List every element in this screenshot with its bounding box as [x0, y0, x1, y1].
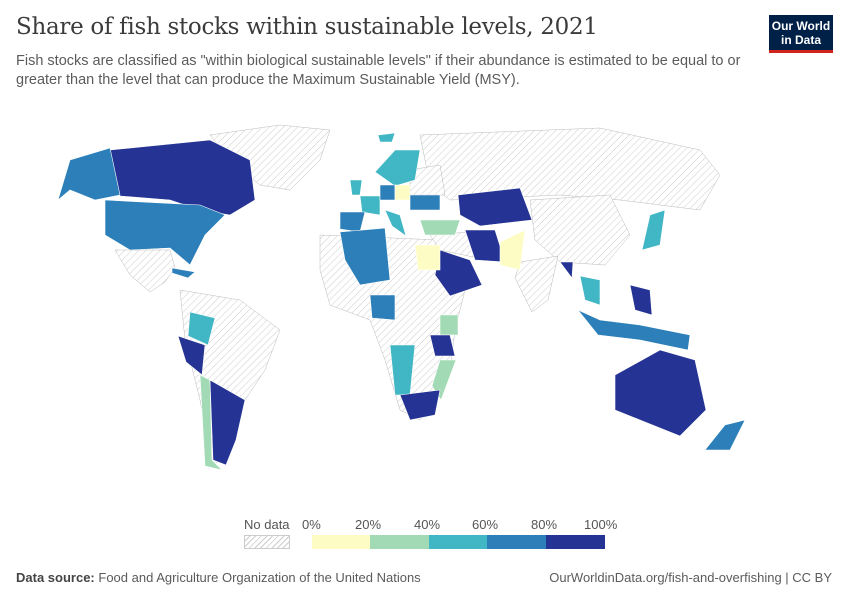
country-poland[interactable] — [394, 184, 411, 201]
country-turkey[interactable] — [419, 219, 461, 236]
country-pakistan[interactable] — [499, 229, 526, 271]
legend-bin-60-80[interactable] — [487, 535, 546, 549]
country-united-kingdom[interactable] — [349, 179, 363, 196]
country-new-zealand[interactable] — [704, 419, 746, 451]
country-saudi-arabia[interactable] — [434, 249, 483, 297]
country-ukraine[interactable] — [409, 194, 441, 211]
country-myanmar[interactable] — [559, 261, 574, 279]
country-south-africa[interactable] — [399, 389, 441, 421]
country-cuba[interactable] — [171, 267, 196, 279]
country-iceland[interactable] — [377, 132, 396, 143]
chart-title: Share of fish stocks within sustainable … — [16, 14, 598, 40]
mexico[interactable] — [114, 249, 176, 293]
country-alaska[interactable] — [57, 147, 121, 201]
country-norway[interactable] — [374, 149, 421, 187]
country-egypt[interactable] — [414, 244, 441, 271]
legend-bin-20-40[interactable] — [370, 535, 429, 549]
source-url[interactable]: OurWorldinData.org/fish-and-overfishing … — [549, 570, 832, 585]
country-tanzania[interactable] — [429, 334, 456, 357]
country-kazakhstan[interactable] — [457, 187, 533, 227]
legend-bin-80-100[interactable] — [546, 535, 605, 549]
data-source: Data source: Food and Agriculture Organi… — [16, 570, 421, 585]
legend-no-data-label: No data — [244, 517, 290, 532]
country-spain[interactable] — [339, 211, 366, 233]
legend-tick: 80% — [531, 517, 558, 532]
country-germany[interactable] — [379, 184, 396, 201]
legend-tick: 100% — [584, 517, 618, 532]
source-text[interactable]: Food and Agriculture Organization of the… — [98, 570, 421, 585]
country-france[interactable] — [359, 195, 381, 216]
country-australia[interactable] — [614, 349, 707, 437]
country-kenya[interactable] — [439, 314, 459, 336]
india[interactable] — [514, 255, 559, 313]
country-italy[interactable] — [384, 209, 407, 237]
legend-tick: 20% — [355, 517, 382, 532]
country-chile[interactable] — [199, 374, 223, 471]
owid-logo[interactable]: Our World in Data — [769, 15, 833, 53]
legend-bin-0-20[interactable] — [312, 535, 370, 549]
legend-tick: 0% — [302, 517, 321, 532]
source-label: Data source: — [16, 570, 95, 585]
country-peru[interactable] — [177, 335, 206, 376]
world-map — [57, 124, 746, 471]
country-japan[interactable] — [641, 209, 666, 251]
country-thailand[interactable] — [579, 275, 601, 306]
country-nigeria[interactable] — [369, 294, 396, 321]
country-philippines[interactable] — [629, 284, 653, 316]
country-argentina[interactable] — [209, 379, 246, 466]
legend-tick: 60% — [472, 517, 499, 532]
legend-bin-40-60[interactable] — [429, 535, 487, 549]
country-colombia[interactable] — [187, 311, 216, 346]
legend-no-data-swatch — [244, 535, 290, 549]
country-united-states[interactable] — [104, 199, 226, 266]
country-indonesia[interactable] — [577, 309, 691, 351]
country-canada[interactable] — [109, 139, 256, 216]
chart-subtitle: Fish stocks are classified as "within bi… — [16, 53, 741, 88]
legend-tick: 40% — [414, 517, 441, 532]
country-iran[interactable] — [464, 229, 506, 263]
china[interactable] — [529, 194, 631, 266]
country-algeria[interactable] — [339, 227, 391, 286]
